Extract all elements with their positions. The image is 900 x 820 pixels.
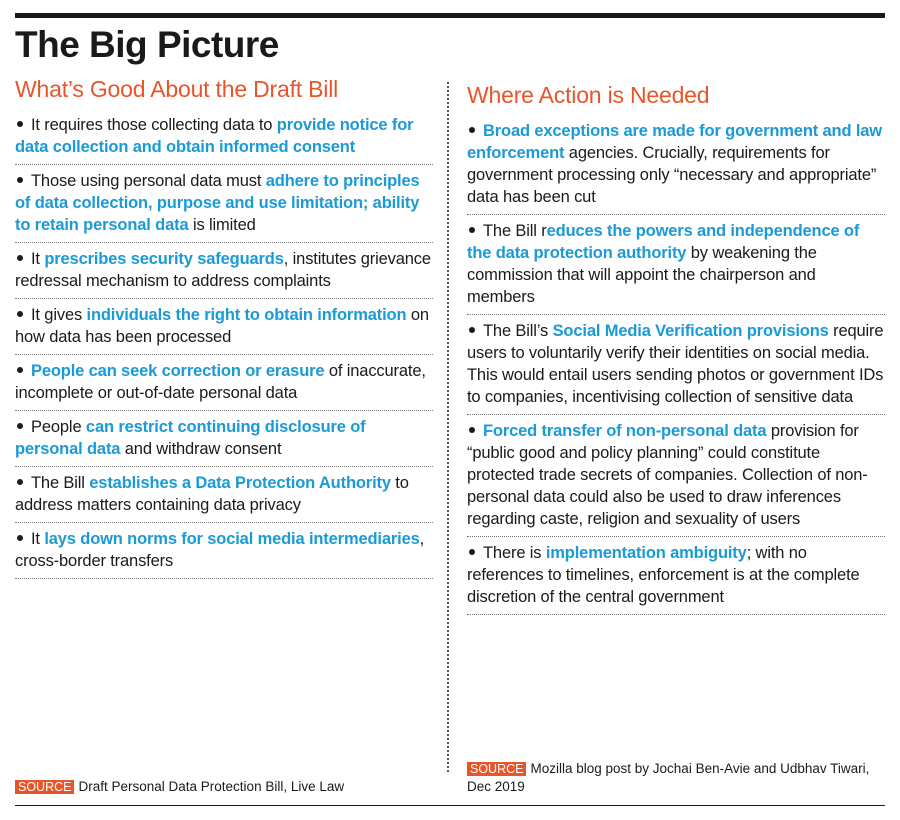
bottom-rule bbox=[15, 805, 885, 806]
bullet bbox=[469, 549, 475, 556]
column-divider bbox=[447, 82, 449, 772]
body-text: on how data has been processed bbox=[15, 306, 429, 346]
list-item: The Bill reduces the powers and independ… bbox=[467, 215, 885, 315]
highlight-text: Broad exceptions are made for government… bbox=[467, 122, 882, 162]
bullet bbox=[469, 327, 475, 334]
bullet bbox=[17, 367, 23, 374]
body-text: Those using personal data must bbox=[31, 172, 266, 190]
list-item: The Bill’s Social Media Verification pro… bbox=[467, 315, 885, 415]
highlight-text: can restrict continuing disclosure of pe… bbox=[15, 418, 366, 458]
body-text: The Bill bbox=[31, 474, 90, 492]
source-text: Draft Personal Data Protection Bill, Liv… bbox=[78, 779, 345, 794]
source: SOURCE Draft Personal Data Protection Bil… bbox=[15, 778, 433, 796]
column-heading: Where Action is Needed bbox=[467, 82, 710, 108]
highlight-text: Forced transfer of non-personal data bbox=[483, 422, 767, 440]
list-item: Broad exceptions are made for government… bbox=[467, 115, 885, 215]
top-rule bbox=[15, 13, 885, 18]
highlight-text: individuals the right to obtain informat… bbox=[86, 306, 407, 324]
body-text: require users to voluntarily verify thei… bbox=[467, 322, 884, 406]
bullet bbox=[17, 121, 23, 128]
source-label: SOURCE bbox=[15, 780, 75, 794]
list-item: People can seek correction or erasure of… bbox=[15, 355, 433, 411]
list-item: The Bill establishes a Data Protection A… bbox=[15, 467, 433, 523]
list-item: It lays down norms for social media inte… bbox=[15, 523, 433, 579]
highlight-text: lays down norms for social media interme… bbox=[44, 530, 420, 548]
list-item: Those using personal data must adhere to… bbox=[15, 165, 433, 243]
list-item: People can restrict continuing disclosur… bbox=[15, 411, 433, 467]
highlight-text: adhere to principles of data collection,… bbox=[15, 172, 420, 234]
body-text: provision for “public good and policy pl… bbox=[467, 422, 868, 528]
list-item: It prescribes security safeguards, insti… bbox=[15, 243, 433, 299]
bullet bbox=[17, 177, 23, 184]
highlight-text: establishes a Data Protection Authority bbox=[89, 474, 391, 492]
highlight-text: People can seek correction or erasure bbox=[31, 362, 325, 380]
bullet bbox=[17, 479, 23, 486]
list-item: It requires those collecting data to pro… bbox=[15, 109, 433, 165]
body-text: People bbox=[31, 418, 86, 436]
bullet bbox=[17, 535, 23, 542]
highlight-text: prescribes security safeguards bbox=[44, 250, 284, 268]
body-text: is limited bbox=[188, 216, 256, 234]
highlight-text: provide notice for data collection and o… bbox=[15, 116, 414, 156]
highlight-text: educes the powers and independence of th… bbox=[467, 222, 860, 262]
column: What’s Good About the Draft Bill It requi… bbox=[15, 76, 433, 796]
body-text: of inaccurate, incomplete or out-of-date… bbox=[15, 362, 426, 402]
body-text: ; with no references to timelines, enfor… bbox=[467, 544, 860, 606]
bullet bbox=[469, 427, 475, 434]
body-text: It gives bbox=[31, 306, 87, 324]
highlight-text: Social Media Verification provisions bbox=[552, 322, 829, 340]
body-text: agencies. Crucially, requirements for go… bbox=[467, 144, 877, 206]
body-text: It bbox=[31, 530, 45, 548]
bullet bbox=[17, 255, 23, 262]
body-text: by weakening the commission that will ap… bbox=[467, 244, 817, 306]
body-text: , institutes grievance redressal mechani… bbox=[15, 250, 431, 290]
bullet bbox=[17, 423, 23, 430]
source-label: SOURCE bbox=[467, 762, 527, 776]
highlight-text: implementation ambiguity bbox=[545, 544, 747, 562]
body-text: The Bill r bbox=[483, 222, 547, 240]
list-item: Forced transfer of non-personal data pro… bbox=[467, 415, 885, 537]
list-item: It gives individuals the right to obtain… bbox=[15, 299, 433, 355]
source-text: Mozilla blog post by Jochai Ben-Avie and… bbox=[467, 761, 870, 794]
title: The Big Picture bbox=[15, 24, 279, 65]
source: SOURCE Mozilla blog post by Jochai Ben-Av… bbox=[467, 760, 885, 796]
bullet bbox=[469, 127, 475, 134]
column: Where Action is Needed Broad exceptions a… bbox=[467, 82, 885, 796]
body-text: It requires those collecting data to bbox=[31, 116, 277, 134]
body-text: and withdraw consent bbox=[120, 440, 282, 458]
bullet bbox=[17, 311, 23, 318]
body-text: , cross-border transfers bbox=[15, 530, 425, 570]
body-text: The Bill’s bbox=[483, 322, 553, 340]
column-heading: What’s Good About the Draft Bill bbox=[15, 76, 339, 102]
body-text: to address matters containing data priva… bbox=[15, 474, 409, 514]
body-text: It bbox=[31, 250, 45, 268]
list-item: There is implementation ambiguity; with … bbox=[467, 537, 885, 615]
body-text: There is bbox=[483, 544, 546, 562]
bullet bbox=[469, 227, 475, 234]
